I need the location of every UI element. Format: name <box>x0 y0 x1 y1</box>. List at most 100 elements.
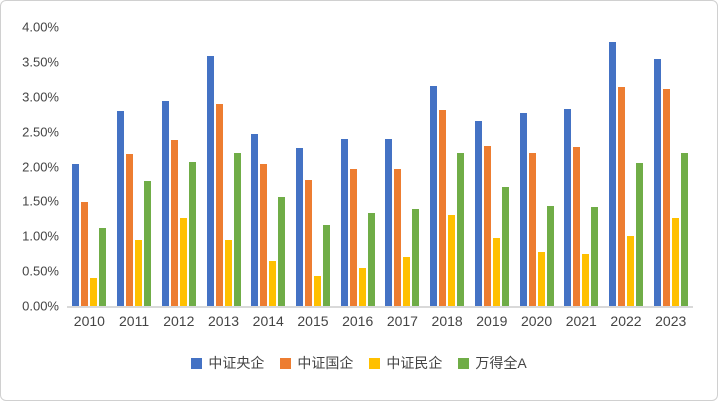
legend-item-中证国企: 中证国企 <box>280 353 353 373</box>
bar-万得全A-2012 <box>188 162 196 306</box>
bar-中证民企-2023 <box>671 218 679 306</box>
bar-万得全A-2018 <box>457 153 465 306</box>
bar-group-2023 <box>648 27 693 306</box>
bar-中证民企-2022 <box>626 235 634 306</box>
plot-groups <box>67 27 693 306</box>
legend-swatch-icon <box>369 357 381 369</box>
bar-中证国企-2012 <box>170 140 178 306</box>
bar-万得全A-2015 <box>322 225 330 306</box>
bar-group-2015 <box>291 27 336 306</box>
y-axis-tick-label: 1.50% <box>22 193 59 209</box>
x-axis-tick-label: 2012 <box>163 313 195 329</box>
bar-中证民企-2017 <box>403 257 411 306</box>
bar-中证国企-2016 <box>349 169 357 306</box>
bar-group-2013 <box>201 27 246 306</box>
legend-label: 中证民企 <box>386 355 443 371</box>
y-axis-tick-label: 3.50% <box>22 54 59 70</box>
bar-中证央企-2011 <box>117 110 125 306</box>
x-axis-tick-label: 2010 <box>73 313 105 329</box>
bar-中证国企-2017 <box>394 168 402 306</box>
bar-中证民企-2013 <box>224 240 232 306</box>
bar-中证国企-2019 <box>483 146 491 306</box>
bar-中证国企-2010 <box>81 202 89 306</box>
bar-万得全A-2022 <box>635 163 643 306</box>
x-axis-labels: 2010 2011 2012 2013 2014 2015 2016 2017 2018 2019… <box>67 313 693 329</box>
bar-中证央企-2016 <box>340 139 348 306</box>
bar-中证民企-2020 <box>537 252 545 306</box>
bar-中证民企-2018 <box>448 215 456 306</box>
bar-中证民企-2010 <box>90 278 98 306</box>
bar-group-2011 <box>112 27 157 306</box>
bar-中证国企-2022 <box>617 87 625 306</box>
bar-中证国企-2020 <box>528 153 536 306</box>
legend-item-万得全A: 万得全A <box>458 353 527 373</box>
x-axis-tick-label: 2018 <box>431 313 463 329</box>
bar-中证央企-2021 <box>564 109 572 306</box>
bar-中证国企-2015 <box>304 180 312 306</box>
bar-中证央企-2012 <box>161 100 169 306</box>
bar-中证民企-2012 <box>179 218 187 306</box>
bar-中证民企-2019 <box>492 237 500 306</box>
x-axis-line <box>67 306 693 308</box>
bar-万得全A-2013 <box>233 152 241 306</box>
bar-中证央企-2022 <box>608 42 616 306</box>
legend: 中证央企 中证国企 中证民企 万得全A <box>1 353 717 373</box>
y-axis-labels: 0.00% 0.50% 1.00% 1.50% 2.00% 2.50% 3.00% 3.50%… <box>1 20 59 314</box>
y-axis-tick-label: 4.00% <box>22 19 59 35</box>
legend-swatch-icon <box>458 357 470 369</box>
legend-item-中证民企: 中证民企 <box>369 353 442 373</box>
x-axis-tick-label: 2020 <box>520 313 553 329</box>
bar-万得全A-2011 <box>144 181 152 306</box>
y-axis-tick-label: 1.00% <box>22 228 59 244</box>
bar-中证国企-2023 <box>662 89 670 306</box>
bar-万得全A-2017 <box>412 209 420 306</box>
bar-万得全A-2010 <box>99 227 107 306</box>
bar-中证央企-2017 <box>385 139 393 306</box>
bar-中证国企-2021 <box>573 146 581 306</box>
bar-group-2021 <box>559 27 604 306</box>
bar-group-2017 <box>380 27 425 306</box>
bar-group-2012 <box>156 27 201 306</box>
x-axis-tick-label: 2021 <box>565 313 597 329</box>
bar-中证央企-2014 <box>251 134 259 306</box>
x-axis-tick-label: 2022 <box>610 313 642 329</box>
bar-万得全A-2021 <box>591 206 599 306</box>
bar-中证央企-2010 <box>72 164 80 306</box>
x-axis-tick-label: 2016 <box>342 313 374 329</box>
bar-中证央企-2015 <box>295 147 303 306</box>
bar-group-2018 <box>425 27 470 306</box>
bar-中证民企-2021 <box>582 253 590 306</box>
bar-中证央企-2020 <box>519 112 527 306</box>
bar-中证国企-2013 <box>215 103 223 306</box>
x-axis-tick-label: 2019 <box>476 313 508 329</box>
bar-中证国企-2011 <box>126 153 134 306</box>
y-axis-tick-label: 0.50% <box>22 263 59 279</box>
x-axis-tick-label: 2013 <box>207 313 240 329</box>
bar-中证民企-2016 <box>358 267 366 306</box>
y-axis-tick-label: 2.00% <box>22 159 59 174</box>
y-axis-tick-label: 2.50% <box>22 124 59 140</box>
legend-label: 中证央企 <box>208 355 265 371</box>
bar-中证民企-2015 <box>313 276 321 306</box>
bar-万得全A-2019 <box>501 186 509 306</box>
legend-swatch-icon <box>191 357 203 369</box>
bar-万得全A-2023 <box>680 153 688 306</box>
bar-中证央企-2013 <box>206 56 214 306</box>
legend-item-中证央企: 中证央企 <box>191 353 264 373</box>
y-axis-tick-label: 3.00% <box>22 89 59 105</box>
bar-中证央企-2023 <box>653 59 661 306</box>
x-axis-tick-label: 2015 <box>297 313 329 329</box>
bar-中证央企-2019 <box>474 121 482 306</box>
bar-中证国企-2014 <box>260 163 268 306</box>
x-axis-tick-label: 2017 <box>386 313 418 329</box>
bar-group-2014 <box>246 27 291 306</box>
bar-group-2020 <box>514 27 559 306</box>
bar-中证民企-2011 <box>135 239 143 306</box>
legend-label: 万得全A <box>475 355 527 371</box>
x-axis-tick-label: 2011 <box>119 313 150 329</box>
bar-万得全A-2020 <box>546 205 554 306</box>
bar-中证民企-2014 <box>269 260 277 306</box>
bar-中证国企-2018 <box>439 110 447 306</box>
bar-group-2019 <box>469 27 514 306</box>
